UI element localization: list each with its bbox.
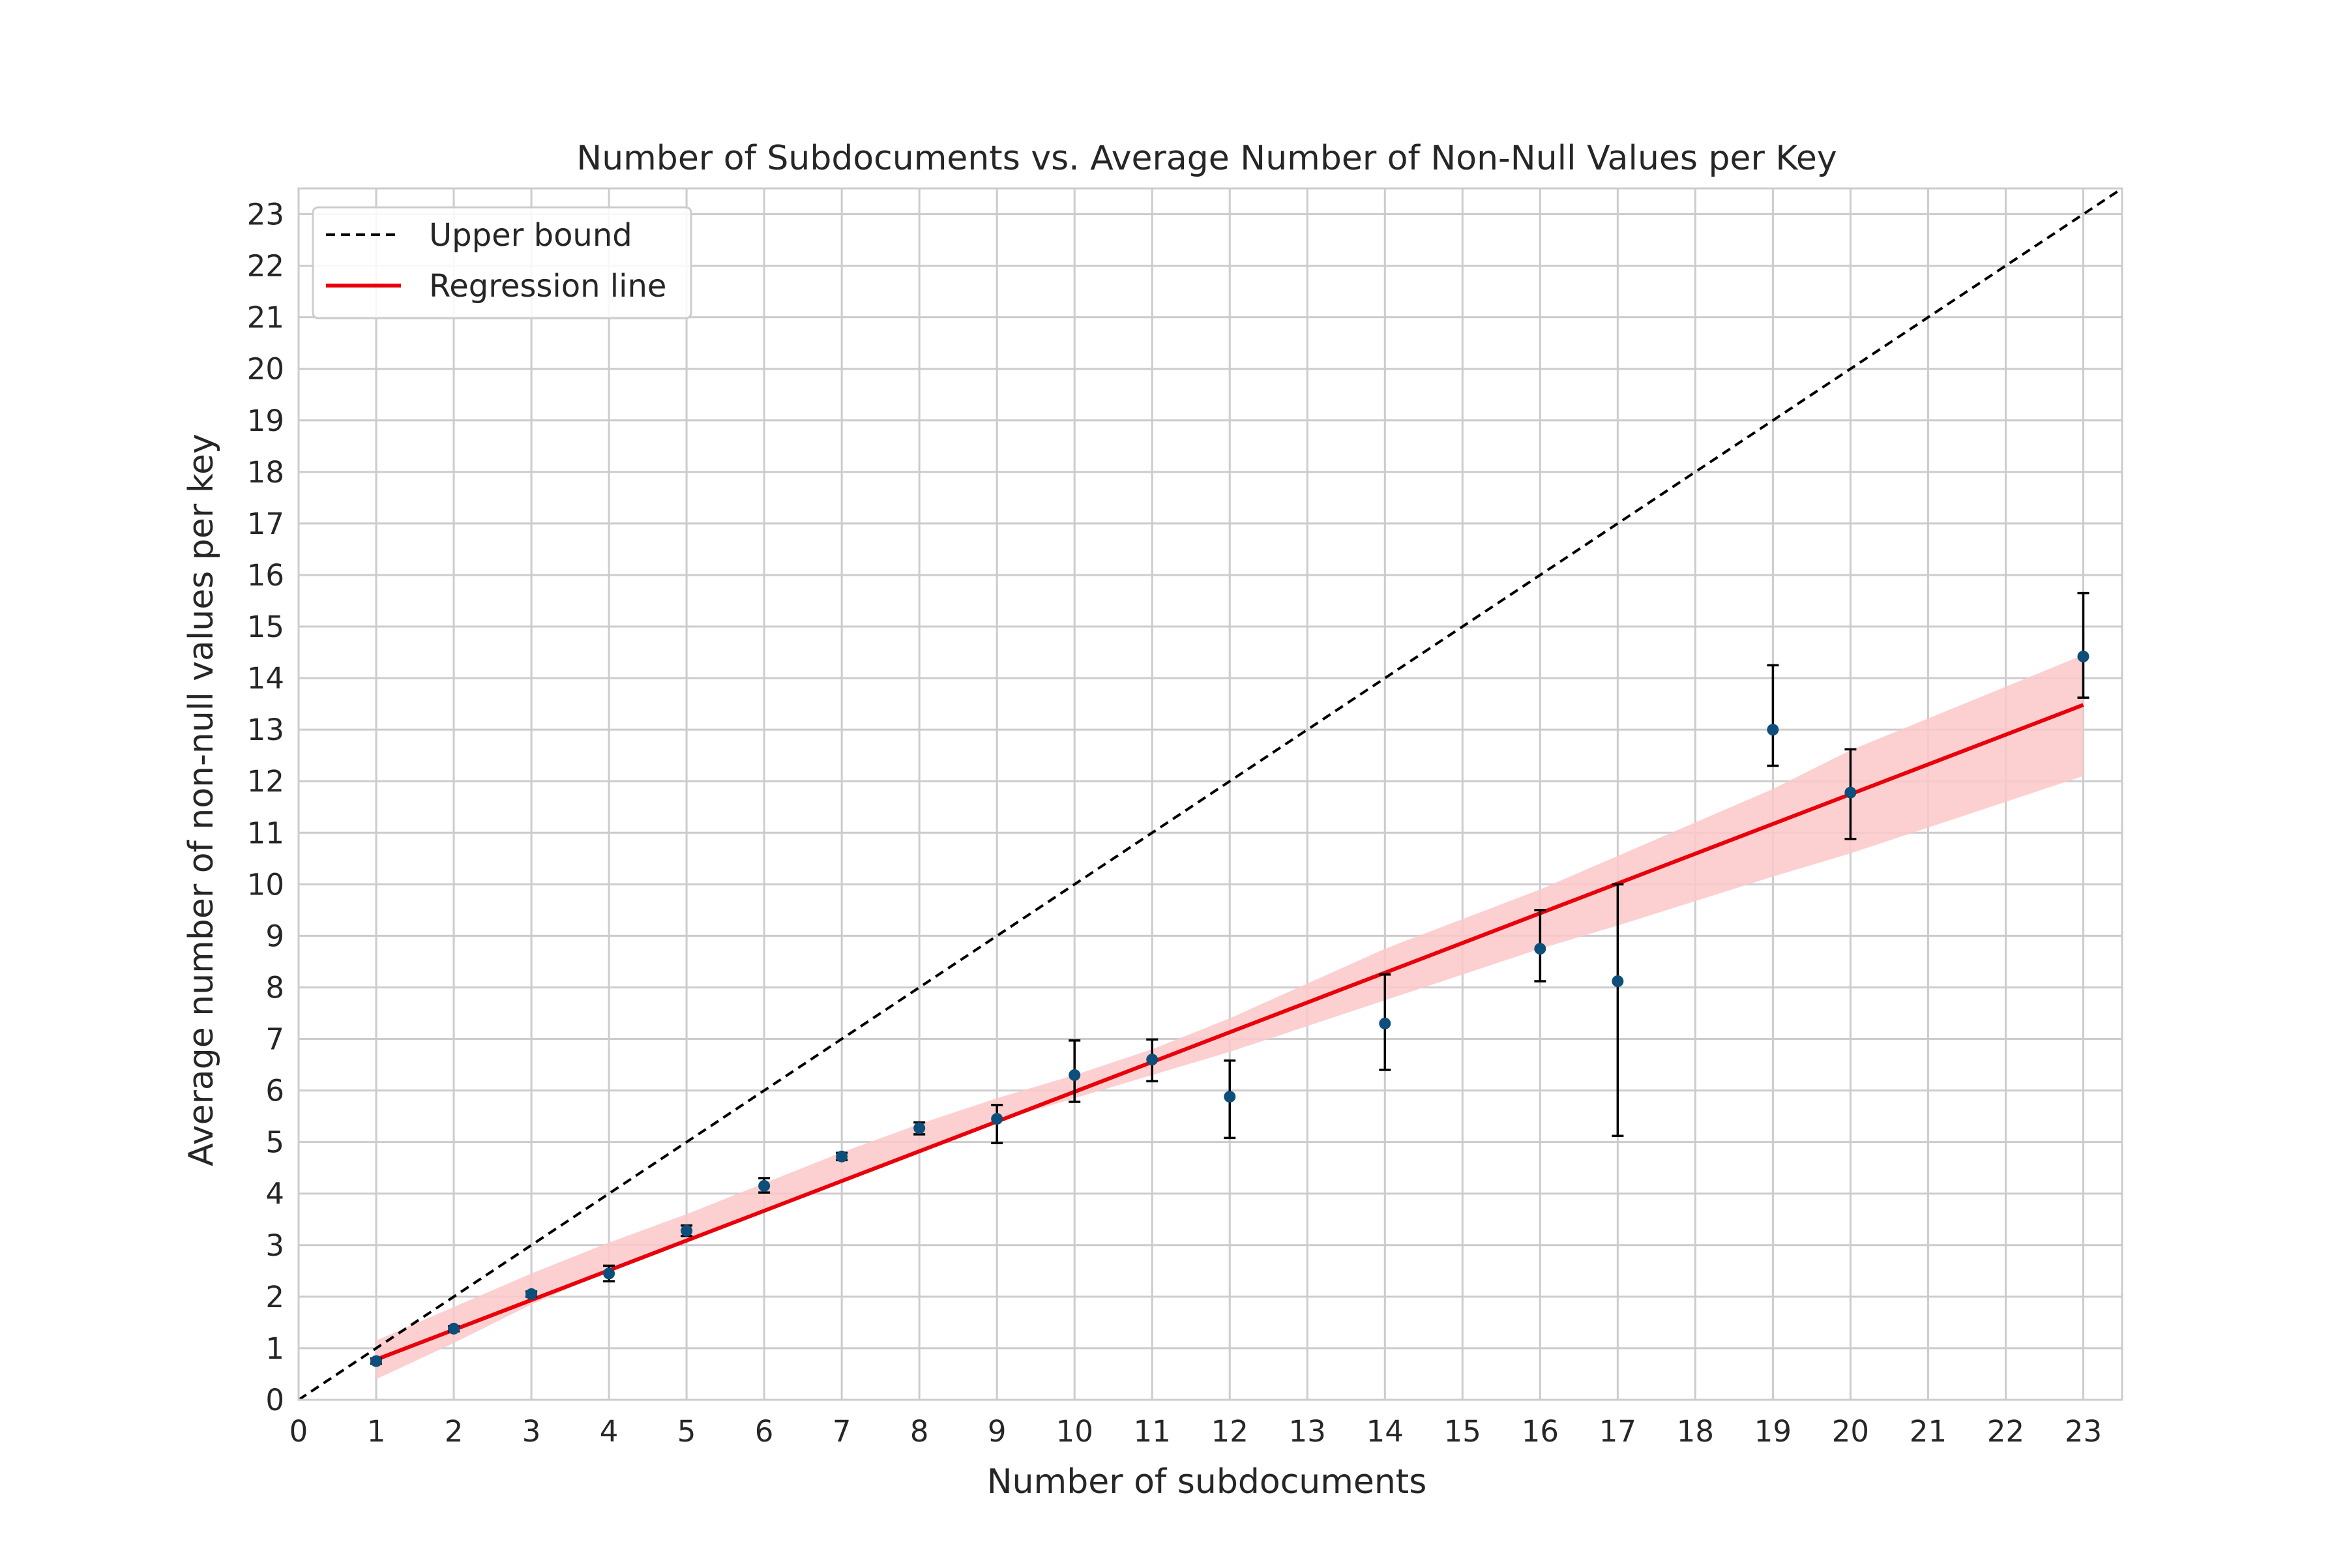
x-tick-label: 10 (1056, 1414, 1093, 1449)
y-tick-label: 23 (247, 198, 284, 232)
x-tick-label: 3 (522, 1414, 541, 1449)
x-tick-label: 14 (1366, 1414, 1404, 1449)
x-tick-label: 17 (1599, 1414, 1636, 1449)
x-tick-label: 23 (2065, 1414, 2102, 1449)
y-tick-label: 18 (247, 455, 284, 490)
x-tick-label: 9 (988, 1414, 1007, 1449)
y-tick-label: 13 (247, 713, 284, 747)
y-tick-label: 1 (265, 1331, 284, 1366)
x-tick-label: 4 (600, 1414, 619, 1449)
y-axis-label: Average number of non-null values per ke… (182, 434, 221, 1166)
x-tick-label: 5 (677, 1414, 696, 1449)
y-tick-label: 7 (265, 1022, 284, 1057)
y-tick-label: 0 (265, 1383, 284, 1417)
plot-frame (297, 187, 2123, 1401)
confidence-band (376, 655, 2084, 1380)
legend-upper-bound-label: Upper bound (429, 217, 632, 254)
x-tick-label: 20 (1832, 1414, 1869, 1449)
x-tick-label: 13 (1289, 1414, 1326, 1449)
x-tick-label: 2 (445, 1414, 464, 1449)
confidence-band-layer (376, 655, 2084, 1380)
y-tick-label: 17 (247, 507, 284, 541)
y-tick-label: 2 (265, 1280, 284, 1314)
x-axis-label: Number of subdocuments (987, 1462, 1427, 1501)
y-tick-label: 20 (247, 352, 284, 387)
data-point (603, 1267, 615, 1280)
y-tick-label: 21 (247, 301, 284, 335)
data-point (1534, 943, 1546, 955)
x-tick-label: 15 (1444, 1414, 1481, 1449)
y-tick-label: 8 (265, 970, 284, 1005)
x-tick-label: 19 (1754, 1414, 1792, 1449)
legend-box (312, 206, 692, 319)
data-point (525, 1288, 538, 1300)
y-tick-label: 9 (265, 919, 284, 953)
x-tick-label: 0 (289, 1414, 308, 1449)
x-tick-label: 1 (367, 1414, 386, 1449)
data-point (836, 1150, 848, 1162)
x-tick-labels: 0 1 2 3 4 5 6 7 8 9 10 11 12 13 14 15 16 17 18 19 20 21 22 23 (289, 1414, 2102, 1449)
y-tick-label: 10 (247, 867, 284, 902)
y-tick-label: 6 (265, 1074, 284, 1108)
data-point (370, 1355, 383, 1367)
data-point (913, 1122, 926, 1134)
data-point (448, 1322, 460, 1335)
regression-line (375, 703, 2084, 1362)
x-tick-label: 22 (1987, 1414, 2024, 1449)
x-tick-label: 16 (1522, 1414, 1559, 1449)
x-tick-label: 18 (1677, 1414, 1714, 1449)
data-point (1844, 786, 1857, 799)
x-tick-label: 8 (910, 1414, 929, 1449)
points-layer (370, 650, 2089, 1367)
data-point (681, 1224, 693, 1237)
y-tick-label: 3 (265, 1228, 284, 1263)
y-tick-label: 12 (247, 764, 284, 799)
y-tick-label: 22 (247, 249, 284, 284)
legend: Upper bound Regression line (312, 206, 692, 319)
data-point (1224, 1091, 1236, 1103)
x-tick-label: 7 (833, 1414, 851, 1449)
data-point (1379, 1017, 1391, 1029)
y-tick-label: 19 (247, 404, 284, 438)
data-point (2077, 650, 2089, 662)
legend-regression-label: Regression line (429, 268, 666, 304)
y-tick-label: 4 (265, 1177, 284, 1211)
data-point (1767, 724, 1779, 736)
y-tick-label: 5 (265, 1125, 284, 1160)
y-tick-label: 16 (247, 558, 284, 593)
chart-title: Number of Subdocuments vs. Average Numbe… (576, 139, 1837, 178)
upper-bound-line (297, 187, 2123, 1401)
y-tick-label: 11 (247, 816, 284, 850)
x-tick-label: 21 (1910, 1414, 1947, 1449)
data-point (1069, 1069, 1081, 1081)
lines-layer (297, 187, 2123, 1401)
x-tick-label: 6 (755, 1414, 774, 1449)
data-point (1146, 1054, 1159, 1066)
y-tick-label: 14 (247, 661, 284, 696)
data-point (758, 1179, 771, 1192)
y-tick-label: 15 (247, 610, 284, 644)
data-point (1612, 975, 1624, 988)
x-tick-label: 11 (1134, 1414, 1171, 1449)
data-point (991, 1113, 1003, 1125)
x-tick-label: 12 (1211, 1414, 1248, 1449)
